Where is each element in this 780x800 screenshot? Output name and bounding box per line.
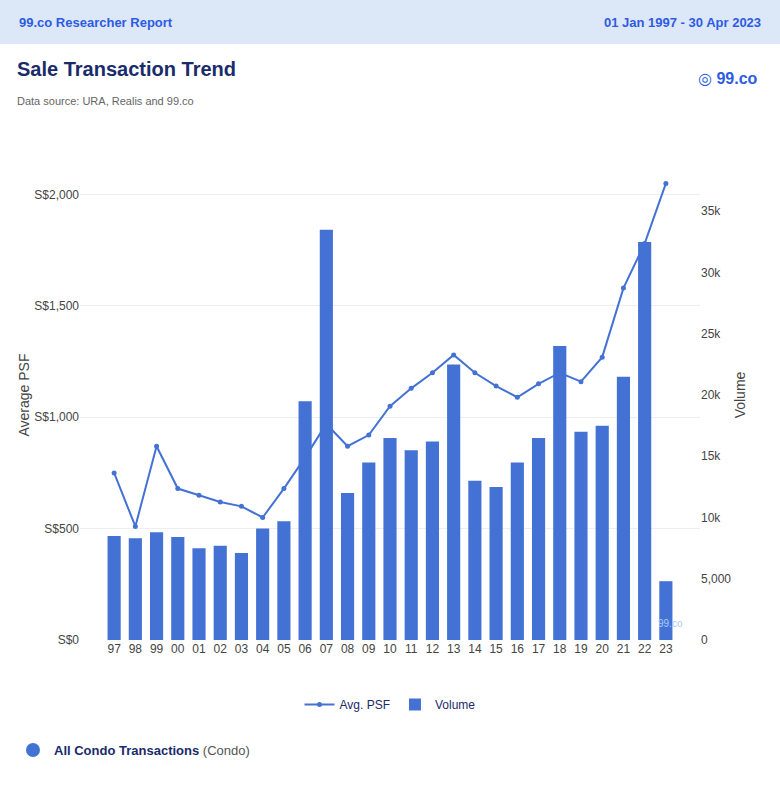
svg-text:Avg. PSF: Avg. PSF xyxy=(340,698,390,712)
svg-text:S$2,000: S$2,000 xyxy=(34,188,79,202)
svg-text:21: 21 xyxy=(617,642,631,656)
svg-text:06: 06 xyxy=(298,642,312,656)
svg-text:Volume: Volume xyxy=(732,371,748,418)
svg-text:01 Jan 1997 - 30 Apr 2023: 01 Jan 1997 - 30 Apr 2023 xyxy=(604,15,761,30)
svg-text:20k: 20k xyxy=(701,388,721,402)
svg-text:05: 05 xyxy=(277,642,291,656)
svg-text:08: 08 xyxy=(341,642,355,656)
svg-text:23: 23 xyxy=(659,642,673,656)
svg-text:S$1,500: S$1,500 xyxy=(34,299,79,313)
svg-text:19: 19 xyxy=(574,642,588,656)
svg-text:5,000: 5,000 xyxy=(701,572,731,586)
svg-text:30k: 30k xyxy=(701,266,721,280)
svg-text:13: 13 xyxy=(447,642,461,656)
svg-text:◎ 99.co: ◎ 99.co xyxy=(698,70,758,87)
svg-text:15: 15 xyxy=(489,642,503,656)
svg-text:Sale Transaction Trend: Sale Transaction Trend xyxy=(17,58,236,80)
svg-text:25k: 25k xyxy=(701,327,721,341)
svg-text:35k: 35k xyxy=(701,204,721,218)
svg-text:Average PSF: Average PSF xyxy=(16,353,32,436)
svg-text:99.co: 99.co xyxy=(658,618,683,629)
svg-text:07: 07 xyxy=(320,642,334,656)
svg-text:99: 99 xyxy=(150,642,164,656)
svg-text:04: 04 xyxy=(256,642,270,656)
svg-text:0: 0 xyxy=(701,633,708,647)
svg-text:16: 16 xyxy=(511,642,525,656)
svg-text:All Condo Transactions (Condo): All Condo Transactions (Condo) xyxy=(54,743,250,758)
svg-text:02: 02 xyxy=(214,642,228,656)
svg-text:S$1,000: S$1,000 xyxy=(34,410,79,424)
svg-text:99.co Researcher Report: 99.co Researcher Report xyxy=(19,15,173,30)
svg-text:09: 09 xyxy=(362,642,376,656)
svg-text:20: 20 xyxy=(596,642,610,656)
svg-text:03: 03 xyxy=(235,642,249,656)
svg-text:17: 17 xyxy=(532,642,546,656)
svg-text:00: 00 xyxy=(171,642,185,656)
svg-text:Volume: Volume xyxy=(435,698,475,712)
svg-text:S$0: S$0 xyxy=(58,633,80,647)
svg-text:Data source: URA, Realis and 9: Data source: URA, Realis and 99.co xyxy=(17,95,194,107)
svg-text:14: 14 xyxy=(468,642,482,656)
svg-text:97: 97 xyxy=(107,642,121,656)
svg-text:18: 18 xyxy=(553,642,567,656)
svg-text:22: 22 xyxy=(638,642,652,656)
svg-text:10k: 10k xyxy=(701,511,721,525)
svg-text:10: 10 xyxy=(383,642,397,656)
svg-text:S$500: S$500 xyxy=(44,522,79,536)
svg-text:98: 98 xyxy=(129,642,143,656)
svg-text:15k: 15k xyxy=(701,449,721,463)
svg-text:12: 12 xyxy=(426,642,440,656)
svg-text:01: 01 xyxy=(192,642,206,656)
svg-text:11: 11 xyxy=(405,642,418,656)
